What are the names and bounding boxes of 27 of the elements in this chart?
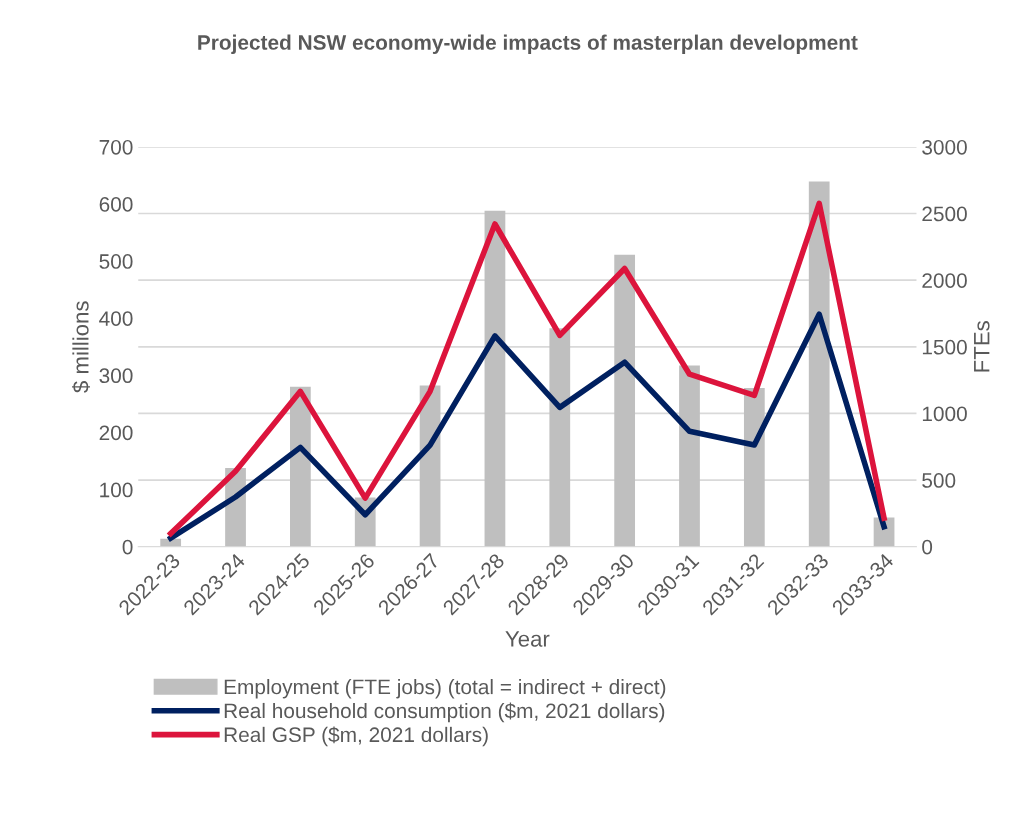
y2-tick-label: 1500 (922, 339, 967, 355)
bar (484, 210, 506, 547)
bar (743, 388, 765, 547)
chart-title: Projected NSW economy-wide impacts of masterplan development (198, 34, 858, 54)
legend-label: Real GSP ($m, 2021 dollars) (224, 726, 488, 747)
bar (614, 254, 636, 547)
y2-tick-label: 500 (922, 473, 956, 488)
legend-label: Employment (FTE jobs) (total = indirect + direct) (224, 679, 666, 699)
y-tick-label: 500 (99, 254, 133, 269)
y-tick-label: 600 (99, 197, 133, 212)
y2-tick-label: 3000 (922, 139, 967, 155)
y2-tick-label: 2000 (922, 273, 967, 288)
y-tick-label: 100 (100, 482, 133, 498)
y-tick-label: 300 (99, 368, 133, 384)
bar (549, 328, 571, 547)
y-axis-title: $ millions (72, 301, 90, 393)
x-axis-title: Year (505, 631, 550, 647)
legend-label: Real household consumption ($m, 2021 dollars) (224, 702, 665, 723)
y2-tick-label: 1000 (922, 406, 967, 422)
y2-axis-title: FTEs (974, 321, 990, 372)
y-tick-label: 700 (99, 139, 133, 155)
y2-tick-label: 0 (922, 539, 933, 555)
y-tick-label: 400 (99, 311, 133, 326)
y2-tick-label: 2500 (922, 206, 967, 222)
bar (679, 365, 700, 547)
y-tick-label: 200 (99, 425, 133, 441)
y-tick-label: 0 (122, 539, 133, 555)
